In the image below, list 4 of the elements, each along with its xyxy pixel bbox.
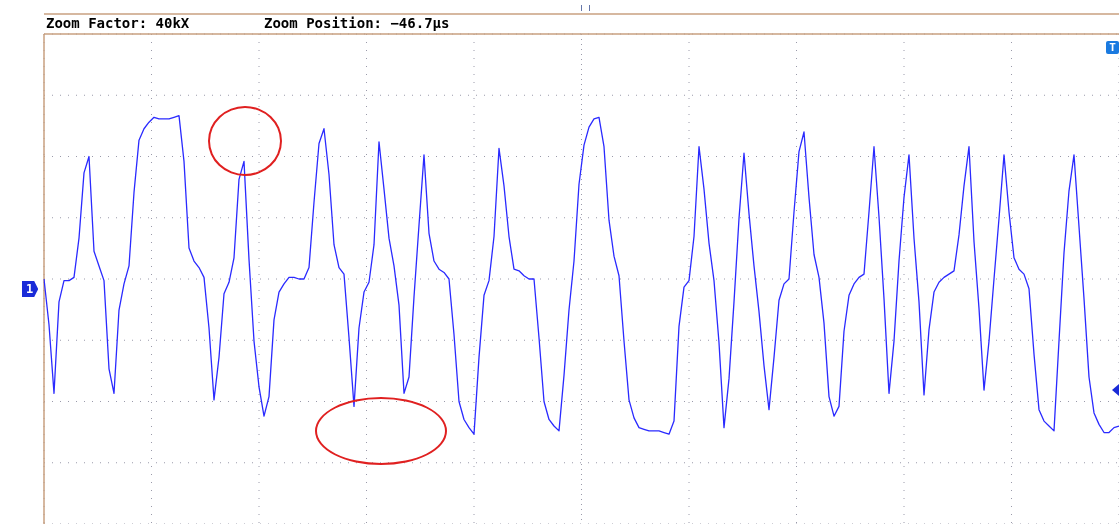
text: T [1106,41,1119,54]
text: 1 [22,281,39,297]
chart-title: Zoom Factor: 40kX [46,15,190,31]
chart-subtitle: Zoom Position: −46.7µs [264,15,450,31]
